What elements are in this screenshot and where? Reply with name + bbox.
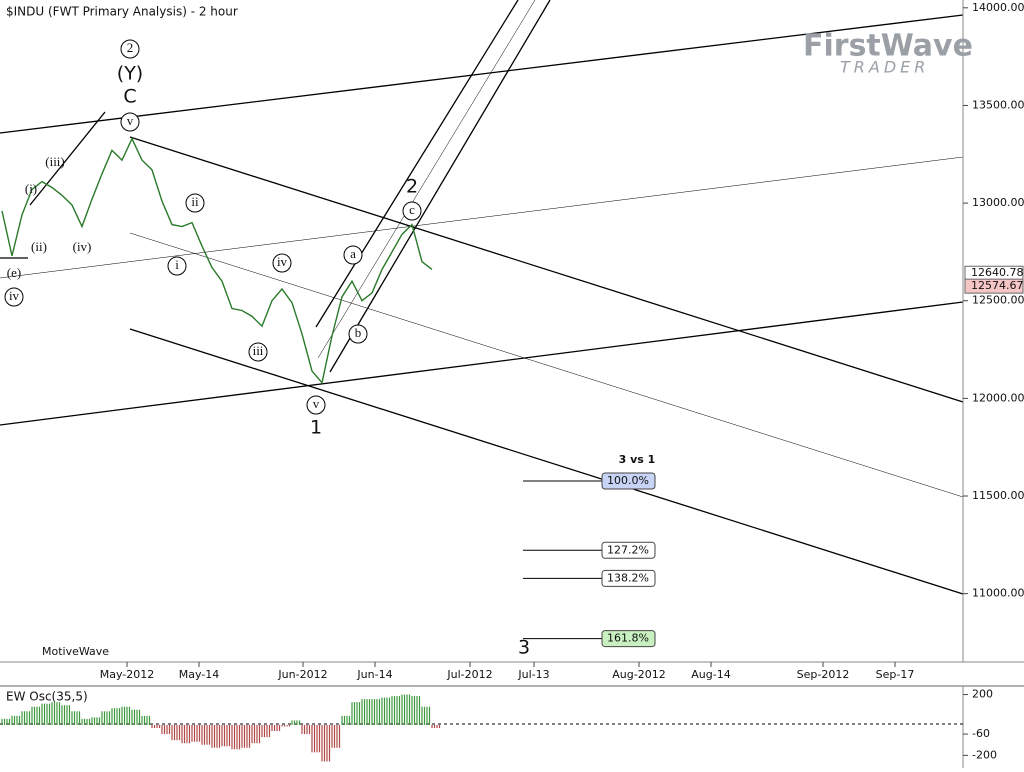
wave-label: 3 <box>518 637 530 659</box>
fib-label: 127.2% <box>607 543 649 556</box>
x-tick-label: Sep-17 <box>876 668 915 681</box>
fib-box <box>601 472 656 490</box>
fib-box <box>601 569 656 587</box>
wave-label: a <box>350 246 356 261</box>
trend-line <box>0 14 964 134</box>
wave-label: iii <box>253 343 264 358</box>
wave-circle <box>348 324 368 344</box>
price-tag <box>964 278 1024 294</box>
wave-label: v <box>127 113 134 128</box>
wave-label: (e) <box>7 265 21 280</box>
y-tick-label: 11500.00 <box>972 489 1024 502</box>
wave-circle <box>120 112 140 132</box>
wave-circle <box>272 253 292 273</box>
wave-label: iv <box>277 254 288 269</box>
y-tick-label: 14000.00 <box>972 1 1024 14</box>
wave-label: (Y) <box>117 63 143 85</box>
wave-label: 2 <box>406 176 418 198</box>
wave-label: (i) <box>25 181 37 196</box>
osc-y-tick-label: -200 <box>972 748 997 761</box>
wave-circle <box>248 342 268 362</box>
chart-title: $INDU (FWT Primary Analysis) - 2 hour <box>6 5 238 19</box>
wave-label: 1 <box>310 417 322 439</box>
y-tick-label: 13500.00 <box>972 98 1024 111</box>
channel-line <box>315 0 519 328</box>
logo-sub: TRADER <box>840 58 929 77</box>
channel-line <box>317 0 536 359</box>
wave-label: C <box>123 86 136 108</box>
fib-label: 100.0% <box>607 474 649 487</box>
wave-circle <box>185 193 205 213</box>
x-tick-label: Jul-13 <box>517 668 549 681</box>
trend-lines <box>0 0 964 595</box>
logo: FirstWave <box>803 29 973 64</box>
wave-circle <box>4 287 24 307</box>
price-tag-label: 12574.67 <box>971 279 1024 292</box>
x-tick-label: Aug-14 <box>691 668 730 681</box>
price-tag-label: 12640.78 <box>971 266 1024 279</box>
trend-line <box>129 328 964 595</box>
trend-line <box>129 136 964 403</box>
y-tick-label: 11000.00 <box>972 587 1024 600</box>
wave-label: (ii) <box>31 239 47 254</box>
osc-title: EW Osc(35,5) <box>6 690 88 704</box>
fib-box <box>601 630 656 648</box>
wave-label: iv <box>9 288 20 303</box>
platform-label: MotiveWave <box>42 645 109 658</box>
wave-label: i <box>175 257 179 272</box>
osc-y-tick-label: 200 <box>972 688 993 701</box>
wave-label: c <box>409 202 415 217</box>
x-tick-label: May-14 <box>179 668 220 681</box>
wave-circle <box>402 201 422 221</box>
fib-title: 3 vs 1 <box>619 453 656 466</box>
x-tick-label: May-2012 <box>100 668 155 681</box>
wave-label: b <box>355 325 362 340</box>
fib-label: 161.8% <box>607 632 649 645</box>
trend-line <box>0 301 964 426</box>
y-tick-label: 12000.00 <box>972 391 1024 404</box>
wave-label: v <box>313 396 320 411</box>
wave-label: ii <box>191 194 199 209</box>
wave-label: (iv) <box>73 239 92 254</box>
channel-line <box>329 0 551 373</box>
x-tick-label: Aug-2012 <box>612 668 665 681</box>
trend-line <box>129 232 964 498</box>
fib-box <box>601 541 656 559</box>
x-tick-label: Jul-2012 <box>446 668 492 681</box>
x-tick-label: Sep-2012 <box>797 668 850 681</box>
wave-circle <box>306 395 326 415</box>
x-tick-label: Jun-14 <box>356 668 392 681</box>
trend-line <box>0 156 964 279</box>
osc-y-tick-label: -60 <box>972 727 990 740</box>
wave-label: 2 <box>127 40 134 55</box>
wave-label: (iii) <box>45 154 65 169</box>
wave-circle <box>167 256 187 276</box>
price-line <box>1 136 433 385</box>
x-tick-label: Jun-2012 <box>277 668 327 681</box>
y-tick-label: 13000.00 <box>972 196 1024 209</box>
y-tick-label: 12500.00 <box>972 294 1024 307</box>
fib-label: 138.2% <box>607 571 649 584</box>
wave-circle <box>120 39 140 59</box>
wave-circle <box>343 245 363 265</box>
trend-line <box>29 111 106 206</box>
